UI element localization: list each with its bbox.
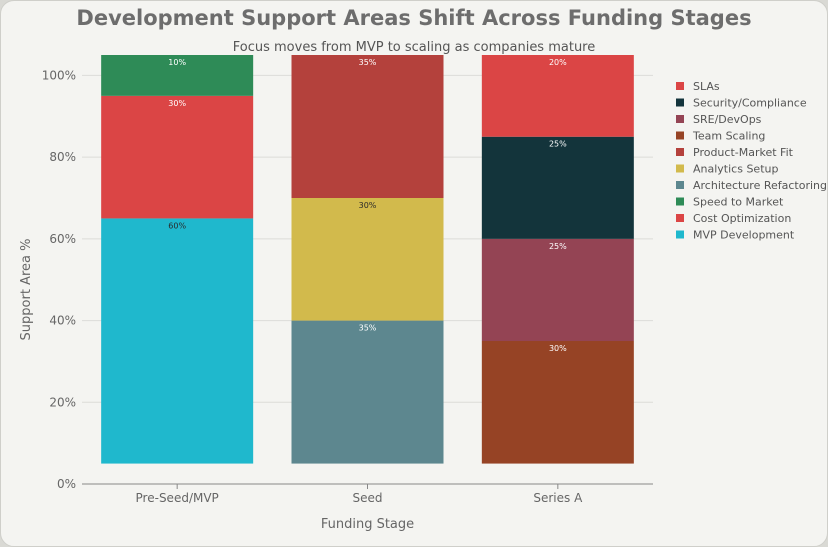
legend-swatch (676, 131, 684, 140)
legend-swatch (676, 98, 684, 107)
y-tick-label: 0% (57, 477, 76, 491)
segment-label: 20% (549, 58, 567, 67)
legend-label: Team Scaling (692, 130, 765, 143)
y-tick-label: 80% (49, 150, 76, 164)
segment-label: 60% (168, 221, 186, 230)
x-tick-label: Seed (353, 491, 383, 505)
legend-swatch (676, 181, 684, 189)
y-tick-label: 60% (49, 232, 76, 246)
segment-label: 30% (168, 99, 186, 108)
y-tick-label: 100% (42, 68, 76, 82)
legend: SLAs Security/Compliance SRE/DevOps Team Sc… (676, 80, 827, 242)
legend-swatch (676, 197, 684, 206)
bars (101, 55, 634, 464)
segment-labels: 60% 30% 10% 35% 30% 35% 30% 25% 25% 20% (168, 58, 567, 353)
segment-label: 10% (168, 58, 186, 67)
axes: 0% 20% 40% 60% 80% 100% Pre-Seed/MVP Seed Series… (19, 68, 653, 532)
bar-segment (291, 55, 444, 198)
bar-segment (481, 341, 634, 464)
y-tick-label: 20% (49, 395, 76, 409)
bar-segment (101, 218, 254, 464)
chart-subtitle: Focus moves from MVP to scaling as compa… (232, 40, 596, 55)
bar-segment (101, 95, 254, 219)
x-axis-title: Funding Stage (321, 517, 414, 532)
y-tick-label: 40% (49, 314, 76, 328)
legend-label: SRE/DevOps (693, 113, 762, 126)
segment-label: 35% (359, 324, 377, 333)
legend-label: Analytics Setup (693, 163, 778, 176)
legend-label: Security/Compliance (693, 97, 807, 110)
chart-title: Development Support Areas Shift Across F… (76, 6, 752, 30)
y-axis-title: Support Area % (19, 239, 34, 341)
bar-segment (481, 238, 634, 341)
bar-segment (481, 136, 634, 239)
legend-label: MVP Development (693, 229, 795, 242)
bar-segment (291, 320, 444, 464)
x-tick-label: Series A (533, 491, 583, 505)
bar-segment (481, 55, 634, 137)
segment-label: 30% (359, 201, 377, 210)
legend-swatch (676, 148, 684, 156)
legend-label: Cost Optimization (693, 212, 791, 225)
segment-label: 25% (549, 242, 567, 251)
segment-label: 30% (549, 344, 567, 353)
legend-swatch (676, 230, 684, 239)
legend-swatch (676, 115, 684, 123)
legend-label: Architecture Refactoring (693, 179, 827, 192)
legend-swatch (676, 82, 684, 90)
legend-swatch (676, 214, 684, 222)
legend-label: Speed to Market (693, 196, 784, 209)
legend-swatch (676, 164, 684, 173)
x-tick-label: Pre-Seed/MVP (136, 491, 219, 505)
segment-label: 35% (359, 58, 377, 67)
legend-label: Product-Market Fit (693, 146, 794, 159)
bar-segment (291, 198, 444, 321)
segment-label: 25% (549, 140, 567, 149)
bar-segment (101, 55, 254, 96)
legend-label: SLAs (693, 80, 720, 93)
